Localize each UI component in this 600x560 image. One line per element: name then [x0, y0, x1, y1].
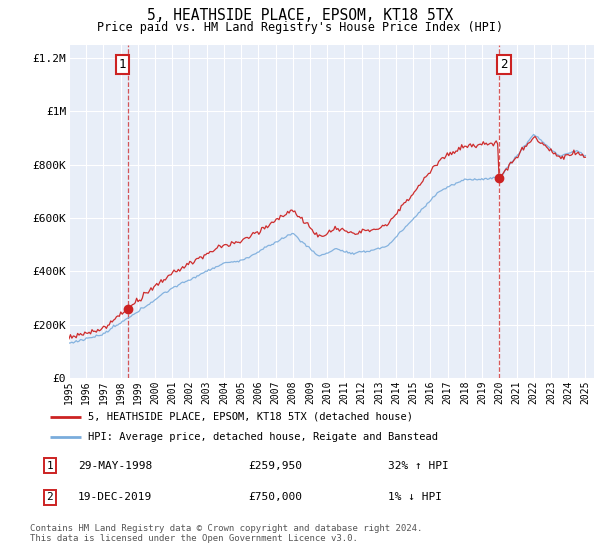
- Text: 1: 1: [46, 461, 53, 471]
- Text: 5, HEATHSIDE PLACE, EPSOM, KT18 5TX: 5, HEATHSIDE PLACE, EPSOM, KT18 5TX: [147, 8, 453, 24]
- Text: £259,950: £259,950: [248, 461, 302, 471]
- Text: 32% ↑ HPI: 32% ↑ HPI: [388, 461, 448, 471]
- Text: HPI: Average price, detached house, Reigate and Banstead: HPI: Average price, detached house, Reig…: [88, 432, 439, 442]
- Text: Price paid vs. HM Land Registry's House Price Index (HPI): Price paid vs. HM Land Registry's House …: [97, 21, 503, 34]
- Text: 29-MAY-1998: 29-MAY-1998: [78, 461, 152, 471]
- Text: 2: 2: [46, 492, 53, 502]
- Text: £750,000: £750,000: [248, 492, 302, 502]
- Text: 19-DEC-2019: 19-DEC-2019: [78, 492, 152, 502]
- Text: 5, HEATHSIDE PLACE, EPSOM, KT18 5TX (detached house): 5, HEATHSIDE PLACE, EPSOM, KT18 5TX (det…: [88, 412, 413, 422]
- Text: 1: 1: [119, 58, 126, 71]
- Text: 1% ↓ HPI: 1% ↓ HPI: [388, 492, 442, 502]
- Text: 2: 2: [500, 58, 508, 71]
- Text: Contains HM Land Registry data © Crown copyright and database right 2024.
This d: Contains HM Land Registry data © Crown c…: [30, 524, 422, 543]
